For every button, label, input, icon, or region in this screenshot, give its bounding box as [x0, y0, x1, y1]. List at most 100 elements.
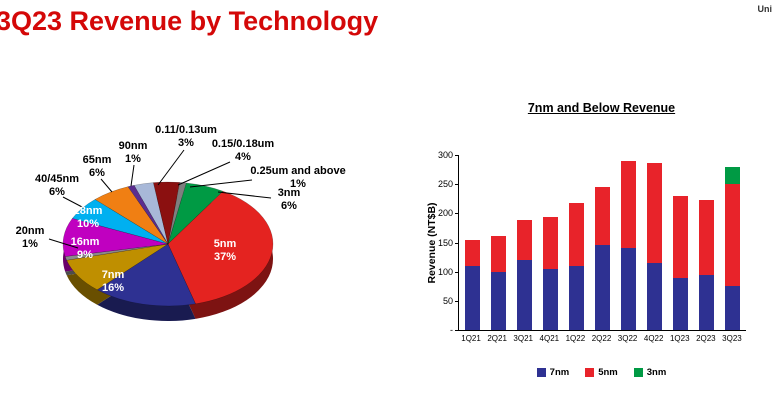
pie-label-011-013um: 0.11/0.13um 3%	[155, 124, 217, 150]
bar-column-3Q21	[516, 155, 532, 330]
legend-item-3nm: 3nm	[633, 367, 666, 378]
x-tick-label: 2Q21	[487, 334, 507, 343]
y-tick-mark	[455, 271, 459, 273]
bar-column-4Q21	[542, 155, 558, 330]
y-tick-label: 200	[437, 208, 453, 219]
bar-column-1Q23	[673, 155, 689, 330]
bar-chart-legend: 7nm 5nm 3nm	[458, 367, 745, 378]
bar-segment-5nm	[621, 160, 637, 249]
bar-segment-7nm	[725, 286, 741, 330]
bar-chart-title: 7nm and Below Revenue	[527, 101, 676, 115]
y-tick-label: 300	[437, 150, 453, 160]
pie-label-16nm: 16nm 9%	[71, 236, 100, 262]
y-tick-label: -	[450, 325, 453, 335]
bar-column-3Q22	[621, 155, 637, 330]
bar-column-2Q21	[490, 155, 506, 330]
legend-label: 7nm	[549, 367, 570, 378]
pie-slice-top	[133, 182, 169, 245]
pie-slice-top	[167, 190, 274, 305]
x-tick-label: 2Q22	[591, 334, 612, 343]
pie-slice-top	[94, 186, 169, 245]
x-tick-label: 3Q22	[617, 334, 638, 343]
pie-chart: 3nm 6% 5nm 37% 7nm 16% 16nm 9% 20nm 1% 2…	[0, 92, 420, 402]
bar-segment-7nm	[699, 274, 715, 330]
pie-label-3nm: 3nm 6%	[278, 187, 301, 213]
bar-segment-3nm	[725, 166, 741, 185]
pie-label-pct: 4%	[235, 151, 251, 163]
pie-label-text: 5nm	[213, 237, 237, 250]
pie-label-7nm: 7nm 16%	[102, 269, 125, 295]
x-tick-label: 3Q23	[722, 334, 742, 343]
x-tick-label: 1Q22	[565, 334, 586, 343]
pie-label-text: 16nm	[70, 235, 100, 248]
legend-swatch	[633, 368, 643, 377]
bar-chart: 7nm and Below Revenue Revenue (NT$B) 300…	[420, 95, 772, 400]
pie-label-text: 20nm	[15, 224, 45, 237]
bar-segment-5nm	[516, 220, 532, 260]
y-tick-mark	[455, 330, 459, 331]
legend-swatch	[585, 368, 595, 377]
page-title: 3Q23 Revenue by Technology	[0, 6, 379, 36]
pie-label-28nm: 28nm 10%	[74, 205, 103, 231]
pie-label-text: 90nm	[118, 139, 148, 152]
pie-slice-top	[71, 199, 169, 245]
x-tick-label: 2Q23	[696, 334, 716, 343]
bar-column-1Q21	[464, 155, 480, 330]
pie-label-40-45nm: 40/45nm 6%	[35, 173, 79, 199]
y-tick-mark	[455, 155, 459, 156]
x-tick-label: 3Q21	[513, 334, 533, 343]
bar-column-2Q22	[595, 155, 610, 330]
pie-label-text: 65nm	[82, 153, 112, 166]
pie-label-pct: 6%	[89, 167, 105, 179]
pie-slice-top	[167, 182, 224, 245]
pie-label-65nm: 65nm 6%	[83, 154, 112, 180]
pie-label-90nm: 90nm 1%	[119, 140, 148, 166]
pie-label-20nm: 20nm 1%	[16, 225, 45, 251]
pie-label-text: 7nm	[101, 268, 125, 281]
pie-label-pct: 3%	[178, 137, 194, 149]
legend-swatch	[536, 368, 546, 377]
pie-label-text: 0.15/0.18um	[211, 137, 275, 150]
bar-segment-7nm	[464, 265, 480, 330]
legend-item-7nm: 7nm	[536, 367, 570, 378]
bar-segment-7nm	[595, 245, 610, 330]
y-tick-label: 250	[437, 179, 453, 190]
pie-slice-top	[96, 243, 196, 307]
pie-label-text: 28nm	[73, 204, 103, 217]
x-tick-label: 4Q21	[539, 334, 560, 343]
bar-segment-7nm	[647, 262, 663, 330]
bar-segment-5nm	[490, 235, 506, 272]
bar-chart-y-axis-label: Revenue (NT$B)	[426, 202, 438, 284]
bar-segment-5nm	[647, 162, 663, 263]
pie-label-pct: 10%	[76, 218, 100, 230]
pie-label-text: 40/45nm	[34, 172, 80, 185]
corner-logo-text: Uni	[757, 4, 773, 14]
pie-label-pct: 1%	[290, 178, 306, 190]
pie-slice-top	[62, 218, 169, 257]
y-tick-label: 150	[437, 237, 453, 248]
bar-segment-7nm	[516, 260, 532, 330]
pie-label-text: 3nm	[277, 186, 301, 199]
pie-label-025um-above: 0.25um and above 1%	[250, 165, 345, 191]
pie-slice-top	[153, 181, 181, 245]
bar-segment-5nm	[699, 199, 715, 275]
pie-slice-top	[64, 243, 169, 261]
pie-leader-lines	[48, 149, 272, 249]
bar-segment-7nm	[490, 271, 506, 330]
pie-label-pct: 37%	[213, 251, 237, 263]
x-tick-label: 1Q23	[669, 334, 690, 343]
y-tick-mark	[455, 184, 459, 186]
bar-column-2Q23	[699, 155, 715, 330]
pie-label-5nm: 5nm 37%	[214, 238, 237, 264]
y-tick-mark	[455, 300, 459, 302]
bar-column-3Q23	[725, 155, 741, 330]
bar-plot-area: 300 250 200 150 100 50 -	[438, 150, 746, 335]
x-tick-label: 4Q22	[643, 334, 664, 343]
y-tick-mark	[455, 213, 459, 215]
bar-segment-7nm	[673, 277, 689, 330]
pie-label-text: 0.11/0.13um	[155, 123, 217, 136]
legend-item-5nm: 5nm	[585, 367, 618, 378]
bar-segment-7nm	[621, 248, 637, 330]
bar-column-4Q22	[647, 155, 663, 330]
